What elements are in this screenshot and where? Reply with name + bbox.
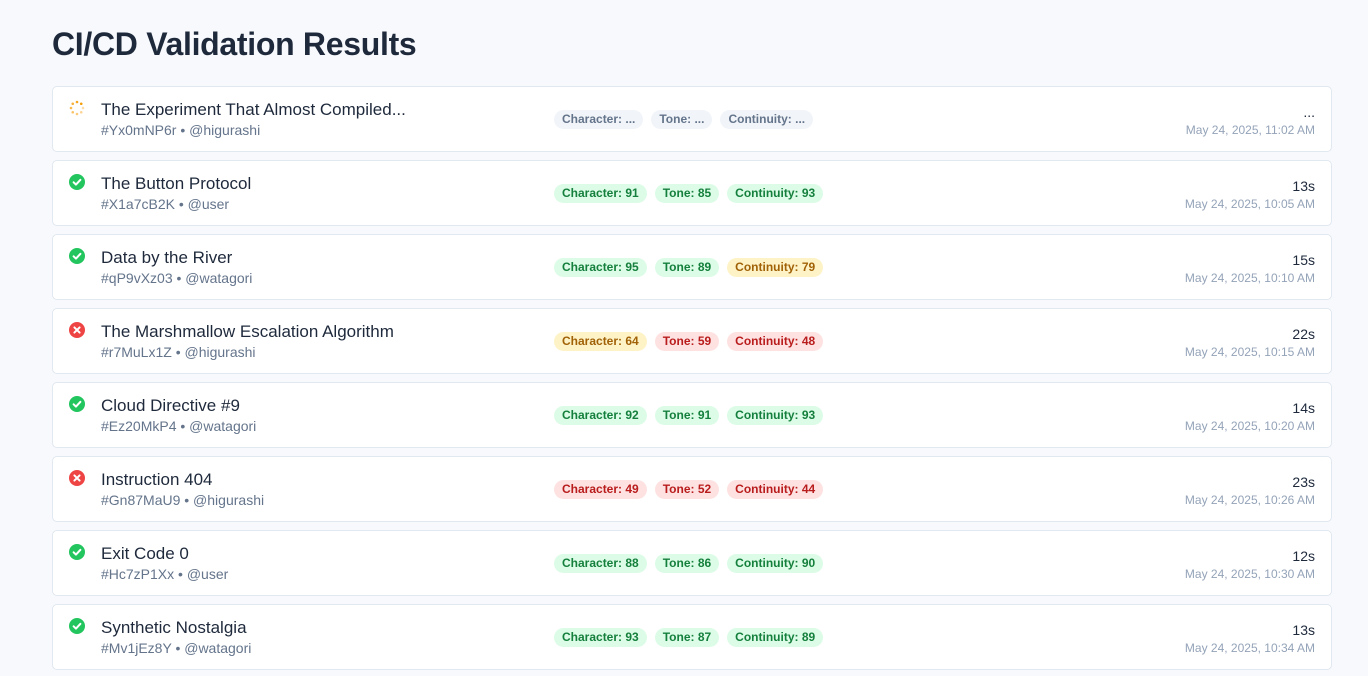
run-timestamp: May 24, 2025, 10:10 AM bbox=[1184, 271, 1315, 285]
run-row[interactable]: The Marshmallow Escalation Algorithm #r7… bbox=[52, 308, 1332, 374]
continuity-badge: Continuity: 89 bbox=[727, 628, 824, 647]
run-duration: 13s bbox=[1292, 622, 1315, 638]
run-row[interactable]: Exit Code 0 #Hc7zP1Xx • @user Character:… bbox=[52, 530, 1332, 596]
run-meta: #r7MuLx1Z • @higurashi bbox=[101, 344, 256, 360]
score-badges: Character: 64 Tone: 59 Continuity: 48 bbox=[554, 332, 824, 351]
tone-badge: Tone: 59 bbox=[654, 332, 720, 351]
page-title: CI/CD Validation Results bbox=[52, 26, 417, 62]
run-meta: #Yx0mNP6r • @higurashi bbox=[101, 122, 261, 138]
run-timestamp: May 24, 2025, 10:26 AM bbox=[1184, 493, 1315, 507]
continuity-badge: Continuity: ... bbox=[720, 110, 814, 129]
score-badges: Character: 95 Tone: 89 Continuity: 79 bbox=[554, 258, 824, 277]
run-timestamp: May 24, 2025, 11:02 AM bbox=[1185, 123, 1315, 137]
run-meta: #X1a7cB2K • @user bbox=[101, 196, 230, 212]
run-duration: 23s bbox=[1292, 474, 1315, 490]
run-meta: #Ez20MkP4 • @watagori bbox=[101, 418, 257, 434]
continuity-badge: Continuity: 79 bbox=[727, 258, 824, 277]
run-title: The Experiment That Almost Compiled... bbox=[101, 100, 406, 119]
check-circle-icon bbox=[69, 174, 85, 190]
character-badge: Character: 88 bbox=[554, 554, 647, 573]
run-meta: #Gn87MaU9 • @higurashi bbox=[101, 492, 265, 508]
continuity-badge: Continuity: 93 bbox=[727, 184, 824, 203]
run-duration: 12s bbox=[1292, 548, 1315, 564]
tone-badge: Tone: 89 bbox=[654, 258, 720, 277]
continuity-badge: Continuity: 93 bbox=[727, 406, 824, 425]
tone-badge: Tone: 85 bbox=[654, 184, 720, 203]
run-row[interactable]: Data by the River #qP9vXz03 • @watagori … bbox=[52, 234, 1332, 300]
run-row[interactable]: Cloud Directive #9 #Ez20MkP4 • @watagori… bbox=[52, 382, 1332, 448]
continuity-badge: Continuity: 48 bbox=[727, 332, 824, 351]
tone-badge: Tone: 52 bbox=[654, 480, 720, 499]
run-title: Instruction 404 bbox=[101, 470, 213, 489]
check-circle-icon bbox=[69, 544, 85, 560]
run-meta: #Hc7zP1Xx • @user bbox=[101, 566, 229, 582]
spinner-icon bbox=[69, 100, 85, 116]
tone-badge: Tone: ... bbox=[651, 110, 713, 129]
x-circle-icon bbox=[69, 470, 85, 486]
score-badges: Character: 93 Tone: 87 Continuity: 89 bbox=[554, 628, 824, 647]
score-badges: Character: ... Tone: ... Continuity: ... bbox=[554, 110, 814, 129]
run-timestamp: May 24, 2025, 10:15 AM bbox=[1184, 345, 1315, 359]
run-timestamp: May 24, 2025, 10:20 AM bbox=[1184, 419, 1315, 433]
character-badge: Character: 64 bbox=[554, 332, 647, 351]
run-timestamp: May 24, 2025, 10:30 AM bbox=[1184, 567, 1315, 581]
tone-badge: Tone: 91 bbox=[654, 406, 720, 425]
character-badge: Character: ... bbox=[554, 110, 644, 129]
continuity-badge: Continuity: 44 bbox=[727, 480, 824, 499]
run-title: The Marshmallow Escalation Algorithm bbox=[101, 322, 394, 341]
run-title: The Button Protocol bbox=[101, 174, 252, 193]
run-timestamp: May 24, 2025, 10:34 AM bbox=[1184, 641, 1315, 655]
character-badge: Character: 93 bbox=[554, 628, 647, 647]
run-title: Data by the River bbox=[101, 248, 233, 267]
run-row[interactable]: Instruction 404 #Gn87MaU9 • @higurashi C… bbox=[52, 456, 1332, 522]
run-timestamp: May 24, 2025, 10:05 AM bbox=[1184, 197, 1315, 211]
run-title: Synthetic Nostalgia bbox=[101, 618, 247, 637]
check-circle-icon bbox=[69, 248, 85, 264]
run-duration: 14s bbox=[1292, 400, 1315, 416]
continuity-badge: Continuity: 90 bbox=[727, 554, 824, 573]
character-badge: Character: 91 bbox=[554, 184, 647, 203]
run-meta: #qP9vXz03 • @watagori bbox=[101, 270, 253, 286]
check-circle-icon bbox=[69, 396, 85, 412]
run-row[interactable]: The Experiment That Almost Compiled... #… bbox=[52, 86, 1332, 152]
run-row[interactable]: Synthetic Nostalgia #Mv1jEz8Y • @watagor… bbox=[52, 604, 1332, 670]
character-badge: Character: 92 bbox=[554, 406, 647, 425]
run-duration: 15s bbox=[1292, 252, 1315, 268]
score-badges: Character: 49 Tone: 52 Continuity: 44 bbox=[554, 480, 824, 499]
tone-badge: Tone: 86 bbox=[654, 554, 720, 573]
run-meta: #Mv1jEz8Y • @watagori bbox=[101, 640, 252, 656]
run-row[interactable]: The Button Protocol #X1a7cB2K • @user Ch… bbox=[52, 160, 1332, 226]
x-circle-icon bbox=[69, 322, 85, 338]
check-circle-icon bbox=[69, 618, 85, 634]
character-badge: Character: 95 bbox=[554, 258, 647, 277]
character-badge: Character: 49 bbox=[554, 480, 647, 499]
score-badges: Character: 88 Tone: 86 Continuity: 90 bbox=[554, 554, 824, 573]
run-title: Cloud Directive #9 bbox=[101, 396, 240, 415]
score-badges: Character: 92 Tone: 91 Continuity: 93 bbox=[554, 406, 824, 425]
run-duration: 22s bbox=[1292, 326, 1315, 342]
run-duration: ... bbox=[1303, 104, 1315, 120]
score-badges: Character: 91 Tone: 85 Continuity: 93 bbox=[554, 184, 824, 203]
run-duration: 13s bbox=[1292, 178, 1315, 194]
runs-list: The Experiment That Almost Compiled... #… bbox=[52, 86, 1332, 676]
tone-badge: Tone: 87 bbox=[654, 628, 720, 647]
run-title: Exit Code 0 bbox=[101, 544, 189, 563]
